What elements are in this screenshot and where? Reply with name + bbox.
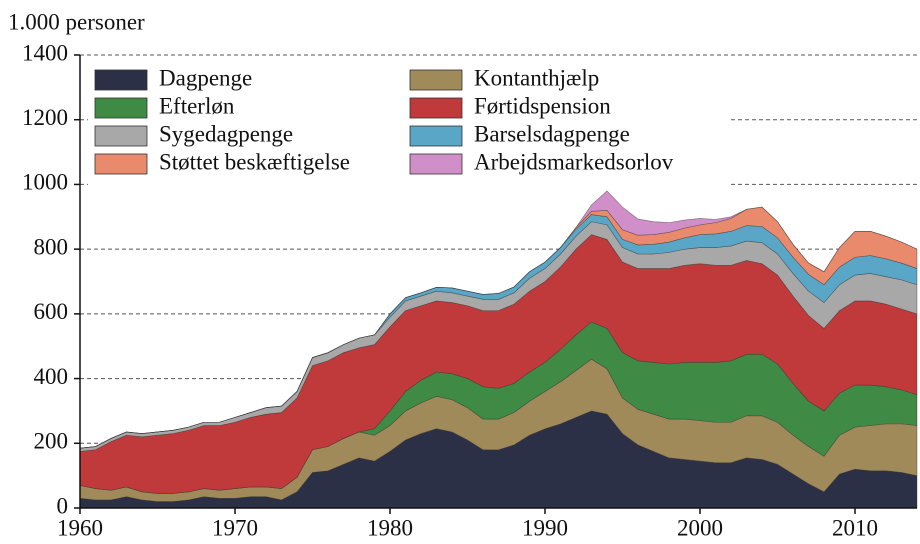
legend-label: Efterløn bbox=[159, 93, 235, 118]
legend-swatch bbox=[409, 125, 463, 147]
y-tick-label: 1400 bbox=[22, 40, 68, 65]
y-tick-label: 800 bbox=[34, 234, 69, 259]
legend-label: Førtidspension bbox=[474, 93, 611, 118]
legend-label: Barselsdagpenge bbox=[474, 121, 630, 146]
y-tick-label: 1000 bbox=[22, 170, 68, 195]
legend-box bbox=[88, 64, 730, 188]
legend: Dagpenge Kontanthjælp Efterløn Førtidspensi… bbox=[88, 64, 730, 188]
legend-swatch bbox=[409, 153, 463, 175]
x-tick-label: 1970 bbox=[212, 515, 258, 540]
x-tick-label: 2010 bbox=[832, 515, 878, 540]
x-tick-label: 1990 bbox=[522, 515, 568, 540]
y-tick-label: 200 bbox=[34, 429, 69, 454]
y-tick-label: 0 bbox=[57, 493, 69, 518]
legend-swatch bbox=[94, 69, 148, 91]
x-tick-label: 1960 bbox=[57, 515, 103, 540]
y-tick-label: 600 bbox=[34, 299, 69, 324]
x-tick-label: 2000 bbox=[677, 515, 723, 540]
legend-swatch bbox=[94, 97, 148, 119]
legend-label: Kontanthjælp bbox=[474, 65, 599, 90]
legend-swatch bbox=[94, 125, 148, 147]
legend-swatch bbox=[409, 97, 463, 119]
y-tick-label: 1200 bbox=[22, 105, 68, 130]
legend-label: Støttet beskæftigelse bbox=[159, 149, 350, 174]
legend-swatch bbox=[94, 153, 148, 175]
legend-swatch bbox=[409, 69, 463, 91]
legend-label: Sygedagpenge bbox=[159, 121, 293, 146]
legend-label: Dagpenge bbox=[159, 65, 252, 90]
y-tick-label: 400 bbox=[34, 364, 69, 389]
y-axis-label: 1.000 personer bbox=[8, 9, 145, 34]
x-tick-label: 1980 bbox=[367, 515, 413, 540]
legend-label: Arbejdsmarkedsorlov bbox=[474, 149, 674, 174]
